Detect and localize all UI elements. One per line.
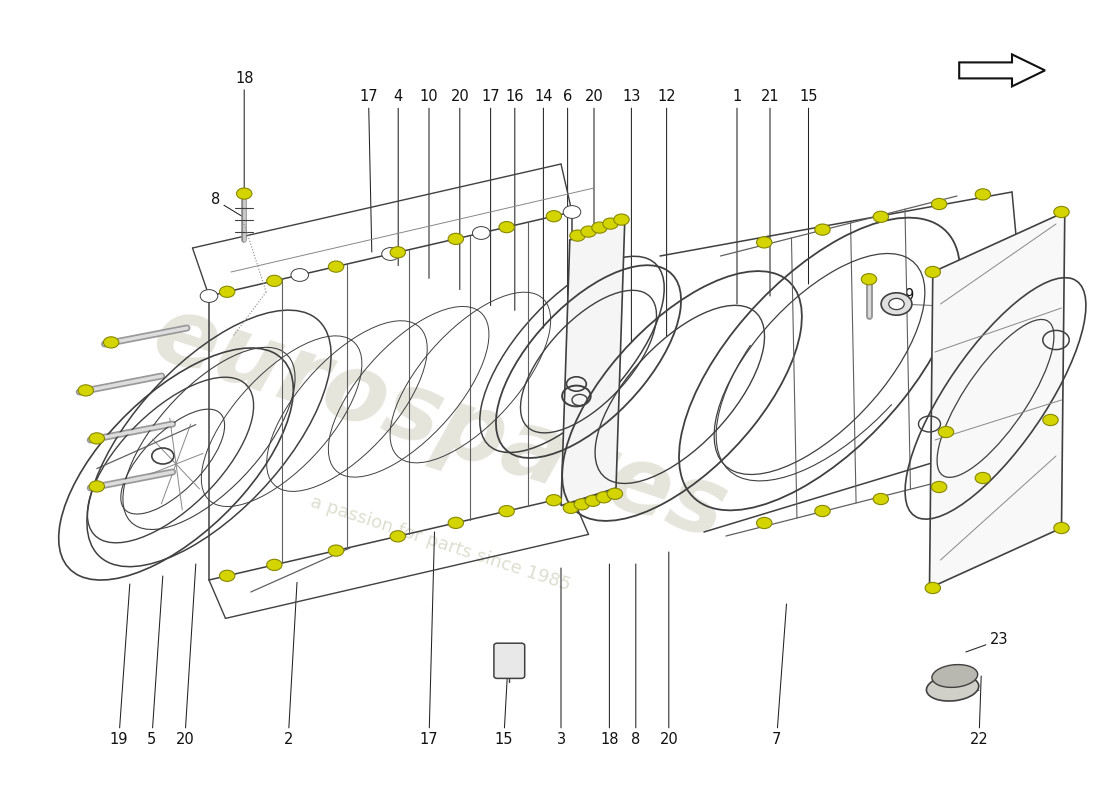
Circle shape <box>570 230 585 242</box>
Text: 6: 6 <box>563 89 572 338</box>
Text: 19: 19 <box>110 584 130 747</box>
Circle shape <box>873 211 889 222</box>
Text: 12: 12 <box>658 89 675 336</box>
Circle shape <box>1054 522 1069 534</box>
Circle shape <box>89 433 104 444</box>
Circle shape <box>975 189 991 200</box>
Text: eurospares: eurospares <box>142 288 738 560</box>
Circle shape <box>220 286 235 298</box>
Text: 23: 23 <box>968 289 1009 328</box>
Text: 20: 20 <box>175 564 196 747</box>
Text: 14: 14 <box>535 89 552 328</box>
Text: a passion for parts since 1985: a passion for parts since 1985 <box>308 494 572 594</box>
Text: 15: 15 <box>495 660 513 747</box>
Polygon shape <box>959 54 1045 86</box>
Text: 21: 21 <box>761 89 779 296</box>
Circle shape <box>1043 414 1058 426</box>
Text: 20: 20 <box>659 552 679 747</box>
Text: 17: 17 <box>360 89 377 252</box>
Circle shape <box>925 582 940 594</box>
Text: 8: 8 <box>631 564 640 747</box>
Text: 1: 1 <box>733 89 741 304</box>
Text: 23: 23 <box>966 633 1009 652</box>
Circle shape <box>329 261 343 272</box>
Circle shape <box>448 518 463 529</box>
Circle shape <box>473 226 491 239</box>
Circle shape <box>563 206 581 218</box>
Circle shape <box>1054 206 1069 218</box>
Circle shape <box>932 482 947 493</box>
Circle shape <box>607 488 623 499</box>
Text: 20: 20 <box>584 89 604 348</box>
Circle shape <box>592 222 607 234</box>
Ellipse shape <box>926 675 979 701</box>
Text: 17: 17 <box>482 89 499 306</box>
Circle shape <box>78 385 94 396</box>
Circle shape <box>220 570 235 582</box>
Circle shape <box>938 426 954 438</box>
Circle shape <box>382 247 399 261</box>
Text: 13: 13 <box>623 89 640 342</box>
Text: 17: 17 <box>420 532 438 747</box>
Circle shape <box>200 290 218 302</box>
Text: 16: 16 <box>506 89 524 310</box>
Polygon shape <box>561 220 625 506</box>
Circle shape <box>585 495 601 506</box>
Text: 20: 20 <box>450 89 470 290</box>
Circle shape <box>499 506 515 517</box>
Circle shape <box>103 337 119 348</box>
Text: 18: 18 <box>601 564 618 747</box>
Circle shape <box>266 275 282 286</box>
Text: 5: 5 <box>147 576 163 747</box>
Circle shape <box>757 237 772 248</box>
Circle shape <box>89 481 104 492</box>
Text: 10: 10 <box>420 89 438 278</box>
Circle shape <box>881 293 912 315</box>
Circle shape <box>861 274 877 285</box>
Circle shape <box>815 224 830 235</box>
Text: 4: 4 <box>394 89 403 266</box>
FancyBboxPatch shape <box>494 643 525 678</box>
Circle shape <box>932 198 947 210</box>
Text: 2: 2 <box>284 582 297 747</box>
Ellipse shape <box>932 665 978 687</box>
Polygon shape <box>930 212 1065 588</box>
Circle shape <box>574 498 590 510</box>
Circle shape <box>614 214 629 226</box>
Circle shape <box>581 226 596 238</box>
Text: 8: 8 <box>211 193 244 218</box>
Circle shape <box>499 222 515 233</box>
Circle shape <box>390 246 406 258</box>
Circle shape <box>329 545 343 556</box>
Circle shape <box>290 269 308 282</box>
Circle shape <box>975 472 991 483</box>
Text: 22: 22 <box>969 676 989 747</box>
Circle shape <box>563 502 579 514</box>
Circle shape <box>546 210 562 222</box>
Text: 9: 9 <box>902 289 913 306</box>
Text: 15: 15 <box>800 89 817 284</box>
Text: 11: 11 <box>933 289 956 312</box>
Circle shape <box>266 559 282 570</box>
Circle shape <box>596 492 612 503</box>
Circle shape <box>757 518 772 529</box>
Circle shape <box>873 494 889 505</box>
Circle shape <box>925 266 940 278</box>
Circle shape <box>236 188 252 199</box>
Text: 3: 3 <box>557 568 565 747</box>
Text: 18: 18 <box>235 70 253 224</box>
Text: 7: 7 <box>772 604 786 747</box>
Circle shape <box>889 298 904 310</box>
Circle shape <box>546 494 562 506</box>
Circle shape <box>390 530 406 542</box>
Circle shape <box>448 234 463 245</box>
Circle shape <box>603 218 618 230</box>
Circle shape <box>815 506 830 517</box>
